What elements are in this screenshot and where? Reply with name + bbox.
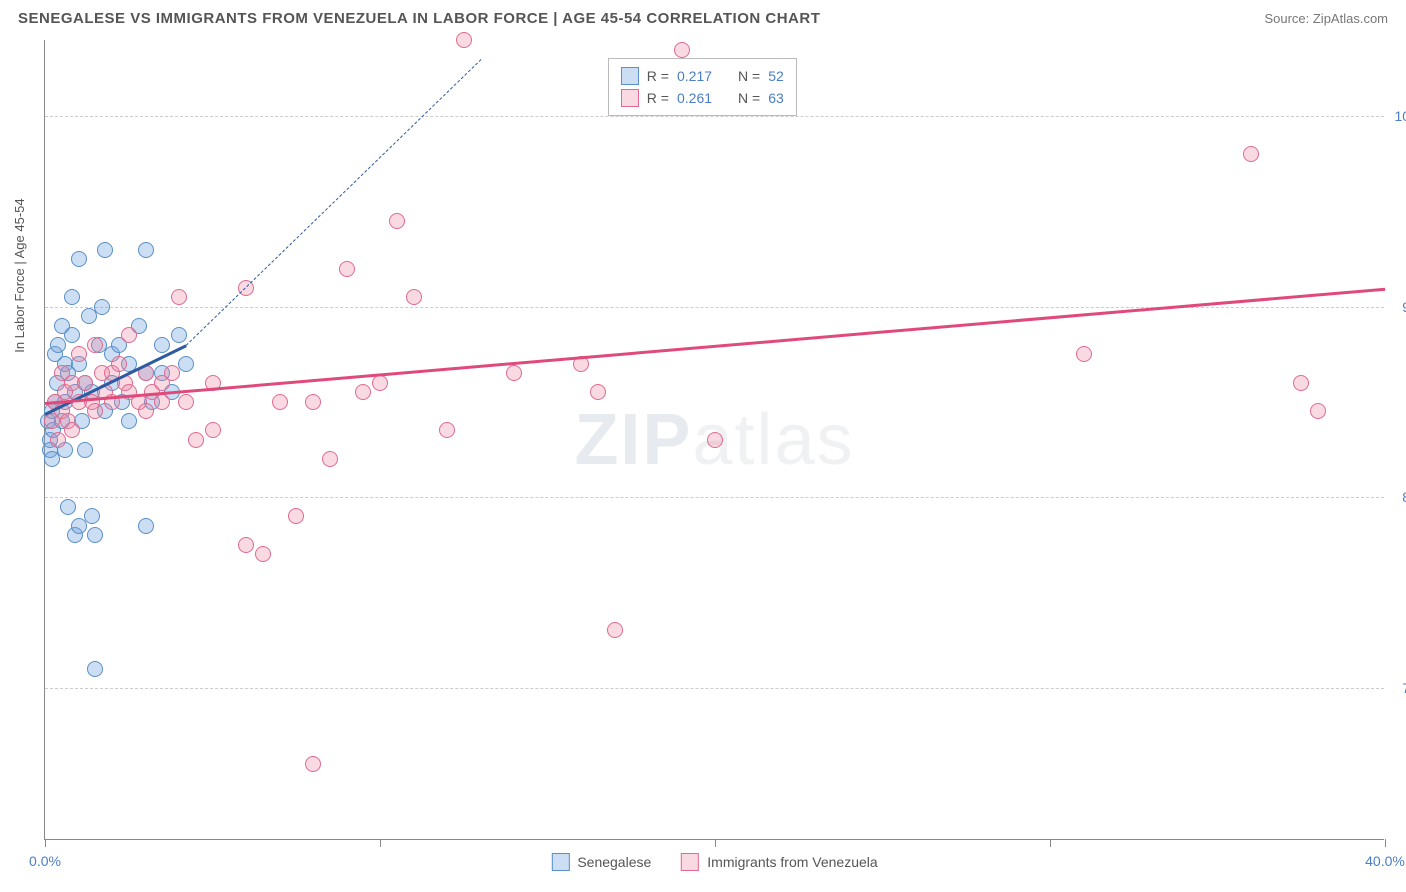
scatter-point — [1243, 146, 1259, 162]
scatter-point — [1076, 346, 1092, 362]
scatter-point — [674, 42, 690, 58]
x-tick-label: 0.0% — [29, 853, 61, 869]
legend-label: Immigrants from Venezuela — [707, 854, 877, 870]
legend-item: Immigrants from Venezuela — [681, 853, 877, 871]
x-tick — [1050, 839, 1051, 847]
legend-swatch — [621, 89, 639, 107]
r-label: R = — [647, 90, 669, 106]
scatter-point — [87, 527, 103, 543]
source-label: Source: ZipAtlas.com — [1264, 11, 1388, 26]
scatter-point — [205, 422, 221, 438]
scatter-point — [121, 327, 137, 343]
scatter-point — [590, 384, 606, 400]
y-tick-label: 80.0% — [1402, 489, 1406, 505]
scatter-point — [77, 442, 93, 458]
x-tick — [45, 839, 46, 847]
n-label: N = — [738, 90, 760, 106]
scatter-point — [60, 499, 76, 515]
scatter-point — [322, 451, 338, 467]
scatter-point — [97, 242, 113, 258]
chart-title: SENEGALESE VS IMMIGRANTS FROM VENEZUELA … — [18, 10, 820, 27]
scatter-point — [272, 394, 288, 410]
stats-legend-row: R = 0.261 N = 63 — [621, 87, 784, 109]
scatter-point — [255, 546, 271, 562]
scatter-point — [71, 251, 87, 267]
scatter-point — [71, 346, 87, 362]
scatter-point — [138, 403, 154, 419]
n-value: 52 — [768, 68, 784, 84]
x-tick — [715, 839, 716, 847]
gridline — [45, 688, 1384, 689]
scatter-point — [439, 422, 455, 438]
scatter-point — [339, 261, 355, 277]
series-legend: Senegalese Immigrants from Venezuela — [551, 853, 877, 871]
trend-line — [185, 59, 480, 345]
scatter-chart: ZIPatlas 70.0%80.0%90.0%100.0%0.0%40.0%R… — [44, 40, 1384, 840]
trend-line — [45, 288, 1385, 405]
scatter-point — [1293, 375, 1309, 391]
scatter-point — [305, 394, 321, 410]
scatter-point — [121, 413, 137, 429]
stats-legend-row: R = 0.217 N = 52 — [621, 65, 784, 87]
scatter-point — [154, 337, 170, 353]
scatter-point — [178, 394, 194, 410]
scatter-point — [389, 213, 405, 229]
r-value: 0.261 — [677, 90, 712, 106]
stats-legend: R = 0.217 N = 52 R = 0.261 N = 63 — [608, 58, 797, 116]
scatter-point — [111, 356, 127, 372]
scatter-point — [707, 432, 723, 448]
scatter-point — [87, 661, 103, 677]
r-value: 0.217 — [677, 68, 712, 84]
scatter-point — [305, 756, 321, 772]
legend-swatch — [681, 853, 699, 871]
scatter-point — [171, 327, 187, 343]
scatter-point — [94, 299, 110, 315]
legend-item: Senegalese — [551, 853, 651, 871]
scatter-point — [178, 356, 194, 372]
scatter-point — [138, 242, 154, 258]
scatter-point — [506, 365, 522, 381]
scatter-point — [64, 327, 80, 343]
y-tick-label: 70.0% — [1402, 680, 1406, 696]
scatter-point — [64, 422, 80, 438]
scatter-point — [238, 537, 254, 553]
scatter-point — [138, 518, 154, 534]
scatter-point — [164, 365, 180, 381]
scatter-point — [87, 337, 103, 353]
scatter-point — [288, 508, 304, 524]
legend-swatch — [621, 67, 639, 85]
scatter-point — [154, 394, 170, 410]
x-tick-label: 40.0% — [1365, 853, 1405, 869]
scatter-point — [355, 384, 371, 400]
scatter-point — [64, 289, 80, 305]
r-label: R = — [647, 68, 669, 84]
n-value: 63 — [768, 90, 784, 106]
scatter-point — [171, 289, 187, 305]
scatter-point — [188, 432, 204, 448]
scatter-point — [1310, 403, 1326, 419]
scatter-point — [84, 508, 100, 524]
legend-label: Senegalese — [577, 854, 651, 870]
scatter-point — [372, 375, 388, 391]
y-axis-label: In Labor Force | Age 45-54 — [12, 198, 27, 352]
y-tick-label: 90.0% — [1402, 299, 1406, 315]
scatter-point — [87, 403, 103, 419]
scatter-point — [607, 622, 623, 638]
scatter-point — [406, 289, 422, 305]
x-tick — [1385, 839, 1386, 847]
x-tick — [380, 839, 381, 847]
y-tick-label: 100.0% — [1395, 108, 1406, 124]
gridline — [45, 497, 1384, 498]
gridline — [45, 116, 1384, 117]
n-label: N = — [738, 68, 760, 84]
scatter-point — [456, 32, 472, 48]
legend-swatch — [551, 853, 569, 871]
scatter-point — [77, 375, 93, 391]
